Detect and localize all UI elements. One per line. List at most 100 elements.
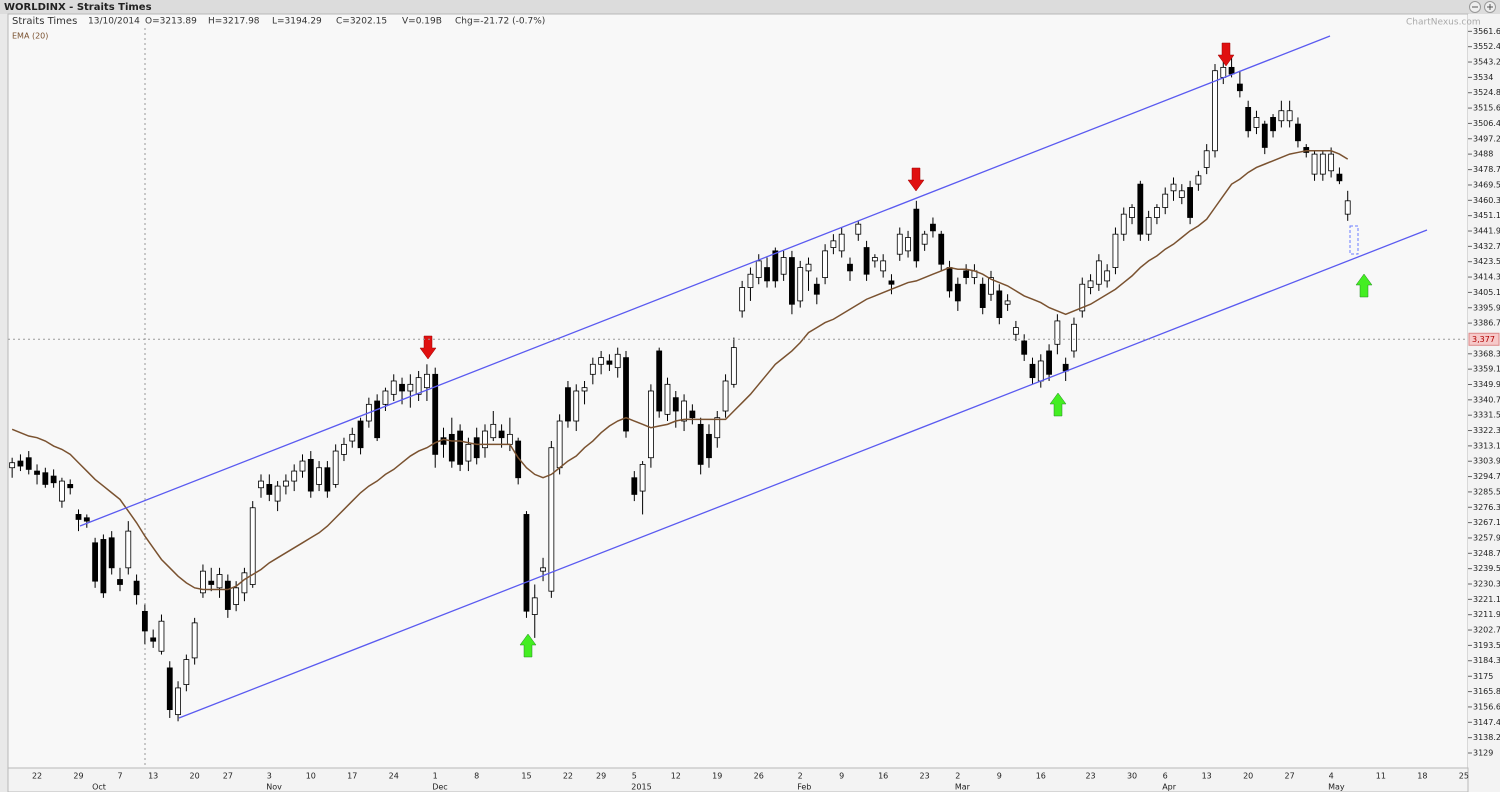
- candle-body: [905, 237, 911, 252]
- candle-body: [1170, 183, 1177, 192]
- y-tick-label: 3294.7: [1473, 472, 1500, 481]
- candle-body: [457, 430, 464, 465]
- buy-arrow: [519, 633, 537, 658]
- candle-body: [125, 530, 132, 569]
- candle-body: [506, 433, 513, 445]
- y-tick-label: 3129: [1473, 748, 1493, 757]
- candle-body: [706, 433, 712, 459]
- candle-body: [830, 240, 837, 248]
- candle-body: [730, 347, 737, 385]
- candle-body: [838, 233, 845, 252]
- candle-body: [822, 250, 829, 278]
- y-tick-label: 3432.7: [1473, 242, 1500, 251]
- y-tick-label: 3165.8: [1473, 687, 1500, 696]
- x-month-label: Oct: [92, 783, 106, 792]
- lower-trendline: [178, 229, 1428, 719]
- x-tick-label: 7: [117, 772, 122, 781]
- x-tick-label: 30: [1127, 772, 1137, 781]
- candle-body: [1154, 207, 1160, 218]
- x-tick-label: 24: [389, 772, 399, 781]
- candle-body: [913, 208, 920, 262]
- y-tick-label: 3478.7: [1473, 165, 1500, 174]
- x-tick-label: 29: [596, 772, 606, 781]
- x-month-label: Dec: [432, 783, 447, 792]
- x-month-label: May: [1328, 783, 1345, 792]
- x-tick-label: 12: [671, 772, 681, 781]
- candle-body: [224, 580, 231, 610]
- y-tick-label: 3322.3: [1473, 426, 1500, 435]
- y-tick-label: 3276.3: [1473, 503, 1500, 512]
- x-tick-label: 17: [347, 772, 357, 781]
- candle-body: [1004, 300, 1011, 305]
- candle-body: [1012, 327, 1019, 335]
- candle-body: [316, 467, 322, 485]
- candle-body: [67, 484, 74, 489]
- x-tick-label: 27: [223, 772, 233, 781]
- candle-body: [639, 463, 646, 492]
- candle-body: [50, 475, 57, 484]
- candle-body: [747, 273, 754, 288]
- y-tick-label: 3138.2: [1473, 733, 1500, 742]
- x-tick-label: 13: [148, 772, 158, 781]
- candle-body: [1037, 360, 1044, 382]
- info-volume: V=0.19B: [402, 17, 442, 27]
- candle-body: [996, 290, 1003, 318]
- candle-body: [415, 377, 422, 395]
- ema-line: [11, 150, 1349, 591]
- candle-body: [92, 542, 99, 582]
- info-change: Chg=-21.72 (-0.7%): [455, 17, 545, 27]
- candle-body: [1104, 270, 1111, 282]
- x-axis-area: [7, 767, 1469, 792]
- candle-body: [871, 257, 878, 262]
- candle-body: [797, 267, 804, 302]
- candle-body: [399, 383, 405, 392]
- candle-body: [34, 470, 40, 475]
- x-month-label: Nov: [266, 783, 282, 792]
- candle-body: [117, 579, 123, 585]
- candle-body: [548, 447, 555, 592]
- candle-body: [780, 257, 787, 275]
- candle-body: [581, 387, 588, 392]
- sell-arrow: [907, 167, 925, 192]
- candle-body: [963, 270, 970, 278]
- candle-body: [1220, 66, 1227, 78]
- candle-body: [930, 223, 936, 232]
- y-tick-label: 3221.1: [1473, 595, 1500, 604]
- x-tick-label: 9: [997, 772, 1002, 781]
- title-bar: [0, 0, 1500, 14]
- candle-body: [482, 430, 488, 449]
- candle-body: [1021, 340, 1028, 355]
- candle-body: [1129, 207, 1135, 218]
- candle-body: [357, 420, 364, 449]
- candle-body: [556, 420, 563, 469]
- candle-body: [631, 477, 638, 495]
- candle-body: [150, 637, 157, 642]
- watermark: ChartNexus.com: [1406, 18, 1481, 28]
- candle-body: [565, 387, 571, 422]
- x-tick-label: 27: [1285, 772, 1295, 781]
- x-tick-label: 2: [798, 772, 803, 781]
- candle-body: [25, 457, 32, 470]
- y-tick-label: 3267.1: [1473, 518, 1500, 527]
- y-tick-label: 3239.5: [1473, 564, 1500, 573]
- x-tick-label: 5: [632, 772, 637, 781]
- candle-body: [166, 667, 173, 711]
- candle-body: [17, 460, 24, 467]
- x-month-label: Apr: [1162, 783, 1177, 792]
- candle-body: [938, 233, 945, 265]
- candle-body: [282, 480, 289, 487]
- x-tick-label: 6: [1163, 772, 1168, 781]
- chart-title: WORLDINX - Straits Times: [4, 2, 152, 13]
- candle-body: [863, 247, 870, 275]
- x-tick-label: 18: [1417, 772, 1427, 781]
- x-tick-label: 22: [563, 772, 573, 781]
- x-tick-label: 4: [1329, 772, 1334, 781]
- candle-body: [1054, 320, 1061, 345]
- candle-body: [847, 263, 853, 272]
- candle-body: [598, 357, 605, 365]
- candle-body: [888, 280, 895, 285]
- candle-body: [141, 610, 148, 632]
- candle-body: [805, 263, 812, 272]
- candle-body: [200, 570, 206, 594]
